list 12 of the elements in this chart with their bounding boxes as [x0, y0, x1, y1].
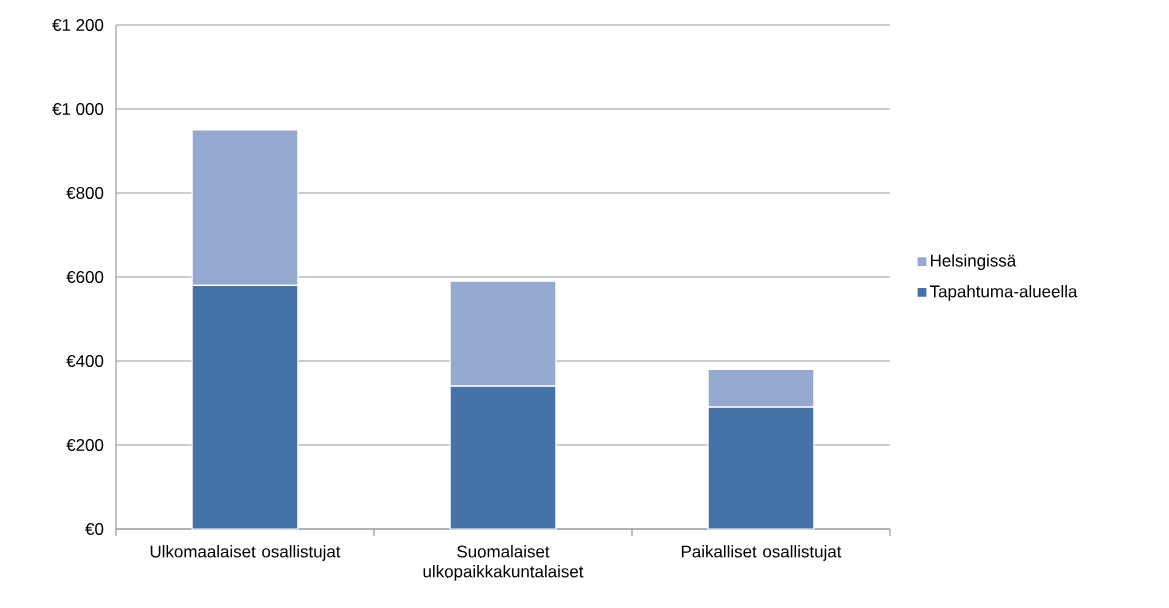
y-tick-label: €1 200	[52, 19, 104, 31]
x-tick-label: Paikalliset osallistujat	[681, 545, 842, 561]
y-tick-label: €200	[66, 439, 104, 451]
y-tick-label: €800	[66, 187, 104, 199]
x-tick-label: Suomalaiset ulkopaikkakuntalaiset	[423, 545, 584, 581]
y-tick-label: €1 000	[52, 103, 104, 115]
x-tick-label: Ulkomaalaiset osallistujat	[150, 545, 341, 561]
legend-label: Tapahtuma-alueella	[929, 285, 1078, 301]
y-tick-label: €0	[85, 523, 104, 535]
y-tick-label: €600	[66, 271, 104, 283]
y-tick-label: €400	[66, 355, 104, 367]
legend-label: Helsingissä	[931, 254, 1017, 270]
